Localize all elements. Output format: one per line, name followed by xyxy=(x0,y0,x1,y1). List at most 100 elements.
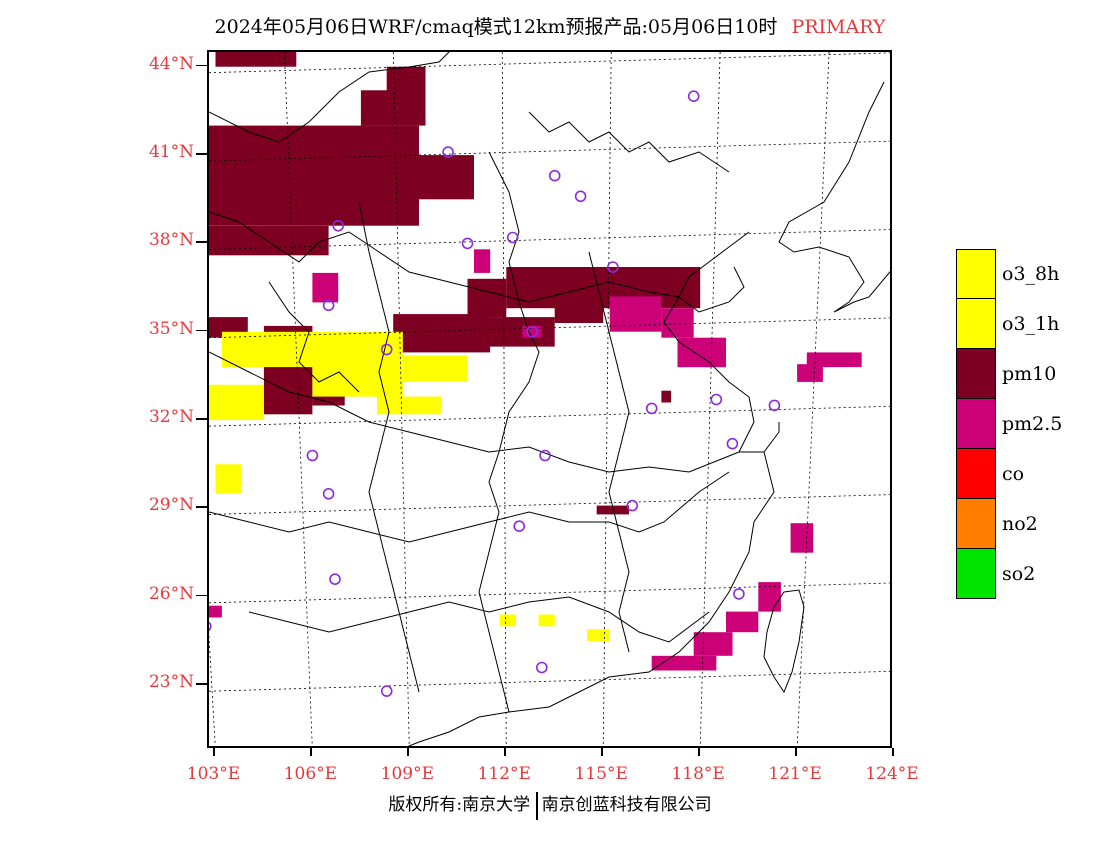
station-marker xyxy=(380,343,393,356)
latitude-tick xyxy=(196,64,207,67)
station-marker xyxy=(539,449,551,462)
pm25-cell xyxy=(474,249,491,273)
latitude-tick xyxy=(196,594,207,597)
o3-cell xyxy=(221,331,403,368)
longitude-gridline xyxy=(602,52,612,746)
legend-item: o3_1h xyxy=(956,299,1086,349)
station-marker xyxy=(535,661,548,674)
legend-swatch xyxy=(956,249,996,299)
longitude-gridline xyxy=(796,52,830,746)
pm25-cell xyxy=(797,364,823,382)
latitude-tick xyxy=(196,241,207,243)
coastline xyxy=(778,81,890,313)
station-marker xyxy=(645,402,658,415)
pm25-cell xyxy=(677,337,726,368)
latitude-label: 38°N xyxy=(148,230,194,251)
legend-label: o3_8h xyxy=(1002,263,1060,285)
legend-label: so2 xyxy=(1002,563,1036,585)
longitude-gridline xyxy=(392,52,410,746)
pm10-cell xyxy=(328,155,474,200)
legend-swatch xyxy=(956,549,996,599)
map-title: 2024年05月06日WRF/cmaq模式12km预报产品:05月06日10时 P… xyxy=(0,12,1100,39)
legend-label: no2 xyxy=(1002,513,1038,535)
latitude-tick xyxy=(196,506,207,508)
pm10-cell xyxy=(209,225,329,256)
legend-label: o3_1h xyxy=(1002,313,1060,335)
province-boundary xyxy=(248,596,710,643)
map-panel xyxy=(207,50,892,748)
station-marker xyxy=(687,90,700,103)
legend-swatch xyxy=(956,299,996,349)
o3-cell xyxy=(587,629,610,641)
credit-right: 南京创蓝科技有限公司 xyxy=(541,795,712,815)
station-marker xyxy=(461,237,474,250)
station-marker xyxy=(506,231,519,244)
latitude-gridline xyxy=(209,494,890,515)
o3-cell xyxy=(538,614,555,627)
legend-item: pm2.5 xyxy=(956,399,1086,449)
station-marker xyxy=(733,588,745,600)
station-marker xyxy=(306,449,319,462)
latitude-gridline xyxy=(209,317,890,339)
o3-cell xyxy=(377,396,442,415)
latitude-gridline xyxy=(209,670,890,692)
province-boundary xyxy=(209,52,450,143)
longitude-tick xyxy=(504,748,506,756)
pm10-cell xyxy=(360,90,394,126)
province-boundary xyxy=(478,151,540,713)
station-marker xyxy=(726,437,739,450)
latitude-label: 41°N xyxy=(148,142,194,163)
latitude-tick xyxy=(196,418,207,420)
pm25-cell xyxy=(522,325,542,338)
station-marker xyxy=(329,573,341,586)
coastline xyxy=(407,451,775,746)
longitude-label: 112°E xyxy=(477,764,531,784)
legend-label: pm2.5 xyxy=(1002,413,1063,435)
longitude-tick xyxy=(213,748,215,756)
legend-item: pm10 xyxy=(956,349,1086,399)
latitude-label: 44°N xyxy=(148,53,194,74)
pm10-cell xyxy=(661,390,672,403)
latitude-label: 26°N xyxy=(148,583,194,604)
legend-item: co xyxy=(956,449,1086,499)
taiwan-outline xyxy=(763,589,805,694)
longitude-gridline xyxy=(699,52,721,746)
longitude-tick xyxy=(892,748,894,756)
pm10-cell xyxy=(215,52,297,67)
pm25-cell xyxy=(312,272,339,303)
o3-cell xyxy=(499,614,516,627)
latitude-tick xyxy=(196,153,207,155)
o3-cell xyxy=(312,367,403,397)
longitude-tick xyxy=(407,748,409,756)
pm10-cell xyxy=(554,305,604,323)
latitude-gridline xyxy=(209,229,890,250)
pm25-cell xyxy=(209,605,222,618)
province-boundary xyxy=(209,211,680,303)
longitude-tick xyxy=(310,748,312,756)
pollutant-legend: o3_8h o3_1h pm10 pm2.5 co no2 so2 xyxy=(956,249,1086,599)
pm25-cell xyxy=(790,523,814,553)
pm10-cell xyxy=(467,278,507,318)
credit-left: 版权所有:南京大学 xyxy=(388,795,531,815)
longitude-tick xyxy=(795,748,797,756)
station-marker xyxy=(322,299,335,312)
legend-swatch xyxy=(956,399,996,449)
longitude-label: 106°E xyxy=(283,764,338,784)
primary-label: PRIMARY xyxy=(791,16,886,38)
longitude-tick xyxy=(601,748,603,756)
latitude-gridline xyxy=(209,405,890,427)
pm25-cell xyxy=(726,611,759,633)
station-marker xyxy=(322,487,335,500)
o3-cell xyxy=(402,355,468,382)
longitude-label: 103°E xyxy=(186,764,241,784)
pm25-cell xyxy=(661,308,694,338)
credit-line: 版权所有:南京大学 南京创蓝科技有限公司 xyxy=(0,790,1100,820)
latitude-gridline xyxy=(209,582,890,604)
credit-separator xyxy=(536,791,538,820)
o3-cell xyxy=(215,464,242,494)
station-marker xyxy=(768,399,781,412)
latitude-label: 32°N xyxy=(148,407,194,428)
station-marker xyxy=(626,499,639,512)
coastline xyxy=(663,296,780,453)
province-boundary xyxy=(528,111,730,173)
